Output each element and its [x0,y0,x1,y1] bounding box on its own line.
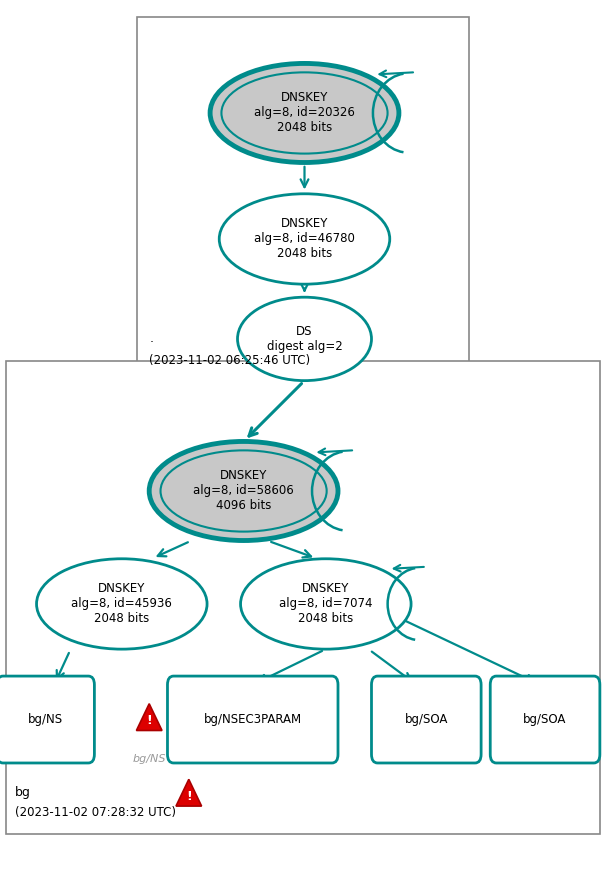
Text: (2023-11-02 07:28:32 UTC): (2023-11-02 07:28:32 UTC) [15,806,176,819]
Ellipse shape [238,297,371,381]
FancyBboxPatch shape [137,17,469,378]
Text: DNSKEY
alg=8, id=7074
2048 bits: DNSKEY alg=8, id=7074 2048 bits [279,582,373,626]
Text: DS
digest alg=2: DS digest alg=2 [267,325,342,353]
Text: DNSKEY
alg=8, id=46780
2048 bits: DNSKEY alg=8, id=46780 2048 bits [254,217,355,261]
Ellipse shape [241,559,411,649]
Ellipse shape [219,194,390,284]
Text: bg/SOA: bg/SOA [404,713,448,726]
Text: DNSKEY
alg=8, id=45936
2048 bits: DNSKEY alg=8, id=45936 2048 bits [71,582,172,626]
Text: !: ! [146,714,152,727]
Ellipse shape [149,441,338,541]
Text: DNSKEY
alg=8, id=20326
2048 bits: DNSKEY alg=8, id=20326 2048 bits [254,91,355,135]
Ellipse shape [210,63,399,163]
Text: !: ! [186,790,192,803]
Text: .: . [149,332,153,345]
Text: bg/NS: bg/NS [28,713,63,726]
Text: bg/NSEC3PARAM: bg/NSEC3PARAM [203,713,302,726]
Ellipse shape [37,559,207,649]
FancyBboxPatch shape [6,361,600,834]
FancyBboxPatch shape [0,676,94,763]
FancyBboxPatch shape [167,676,338,763]
FancyBboxPatch shape [490,676,600,763]
FancyBboxPatch shape [371,676,481,763]
Text: DNSKEY
alg=8, id=58606
4096 bits: DNSKEY alg=8, id=58606 4096 bits [193,469,294,513]
Text: (2023-11-02 06:25:46 UTC): (2023-11-02 06:25:46 UTC) [149,354,311,367]
Text: bg/NS: bg/NS [132,754,166,765]
Polygon shape [136,704,162,731]
Text: bg/SOA: bg/SOA [523,713,567,726]
Polygon shape [176,779,202,806]
Text: bg: bg [15,786,31,799]
